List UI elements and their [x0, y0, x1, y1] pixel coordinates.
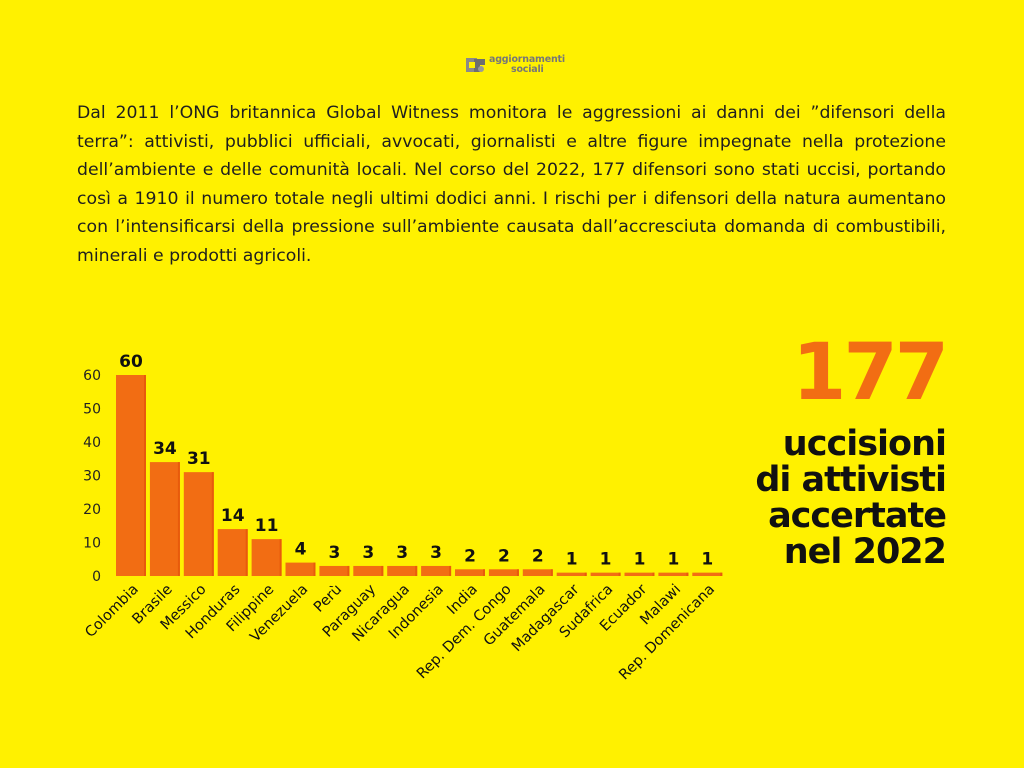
- bar: [488, 569, 519, 576]
- bar: [149, 462, 180, 576]
- bar-shade: [483, 569, 485, 576]
- y-tick-label: 50: [83, 402, 101, 418]
- data-label: 2: [464, 546, 476, 566]
- bar: [556, 572, 587, 576]
- y-tick-label: 40: [83, 435, 101, 451]
- highlight-caption-line: accertate: [768, 496, 947, 536]
- bar: [353, 565, 384, 576]
- bar-shade: [381, 565, 384, 576]
- y-tick-label: 30: [83, 469, 101, 485]
- bar-shade: [584, 572, 587, 576]
- bar-shade: [144, 375, 146, 576]
- bar-shade: [347, 565, 350, 576]
- data-label: 1: [566, 550, 578, 570]
- data-label: 1: [701, 550, 713, 570]
- bar: [421, 565, 452, 576]
- bar: [116, 375, 146, 576]
- highlight-number: 177: [792, 328, 949, 418]
- bar: [285, 562, 316, 576]
- data-label: 60: [119, 352, 143, 372]
- bar-shade: [720, 572, 723, 576]
- bar: [624, 572, 655, 576]
- data-label: 3: [328, 543, 340, 563]
- data-label: 3: [430, 543, 442, 563]
- bar-shade: [245, 529, 248, 576]
- bar: [522, 569, 553, 576]
- data-label: 14: [221, 506, 245, 526]
- y-tick-label: 10: [83, 536, 101, 552]
- bar-shade: [313, 562, 316, 576]
- data-label: 1: [667, 550, 679, 570]
- data-label: 11: [255, 516, 279, 536]
- bar: [183, 472, 214, 576]
- data-label: 2: [498, 546, 510, 566]
- bar: [319, 565, 350, 576]
- bar-shade: [177, 462, 180, 576]
- data-label: 3: [396, 543, 408, 563]
- brand-logo: aggiornamenti sociali: [466, 55, 565, 74]
- logo-wordmark: aggiornamenti sociali: [489, 55, 565, 74]
- bar-shade: [449, 565, 452, 576]
- bar-shade: [516, 569, 519, 576]
- data-label: 3: [362, 543, 374, 563]
- bar-shade: [211, 472, 214, 576]
- bar: [455, 569, 485, 576]
- highlight-caption-line: di attivisti: [755, 460, 947, 500]
- data-label: 1: [634, 550, 646, 570]
- highlight-caption-line: nel 2022: [783, 532, 947, 572]
- bar: [387, 565, 418, 576]
- data-label: 1: [600, 550, 612, 570]
- bar-shade: [618, 572, 621, 576]
- logo-mark-icon: [466, 57, 485, 72]
- data-label: 31: [187, 449, 211, 469]
- data-label: 34: [153, 439, 177, 459]
- bar-shade: [550, 569, 553, 576]
- bar-shade: [652, 572, 655, 576]
- intro-paragraph: Dal 2011 l’ONG britannica Global Witness…: [77, 103, 946, 266]
- highlight-caption-line: uccisioni: [782, 424, 947, 464]
- logo-line-1: aggiornamenti: [489, 54, 565, 65]
- y-tick-label: 60: [83, 368, 101, 384]
- bar: [217, 529, 248, 576]
- bar-shade: [415, 565, 418, 576]
- data-label: 4: [295, 540, 307, 560]
- bar: [590, 572, 621, 576]
- bar-shade: [279, 539, 282, 576]
- bar: [658, 572, 689, 576]
- bar-shade: [686, 572, 689, 576]
- data-label: 2: [532, 546, 544, 566]
- bar: [692, 572, 723, 576]
- y-tick-label: 0: [92, 569, 101, 585]
- y-tick-label: 20: [83, 502, 101, 518]
- highlight-caption: uccisioni di attivisti accertate nel 202…: [755, 424, 947, 572]
- x-tick-label: Colombia: [82, 582, 141, 641]
- bar-chart: 010203040506060Colombia34Brasile31Messic…: [82, 352, 723, 683]
- bar: [251, 539, 282, 576]
- logo-line-2: sociali: [511, 63, 544, 75]
